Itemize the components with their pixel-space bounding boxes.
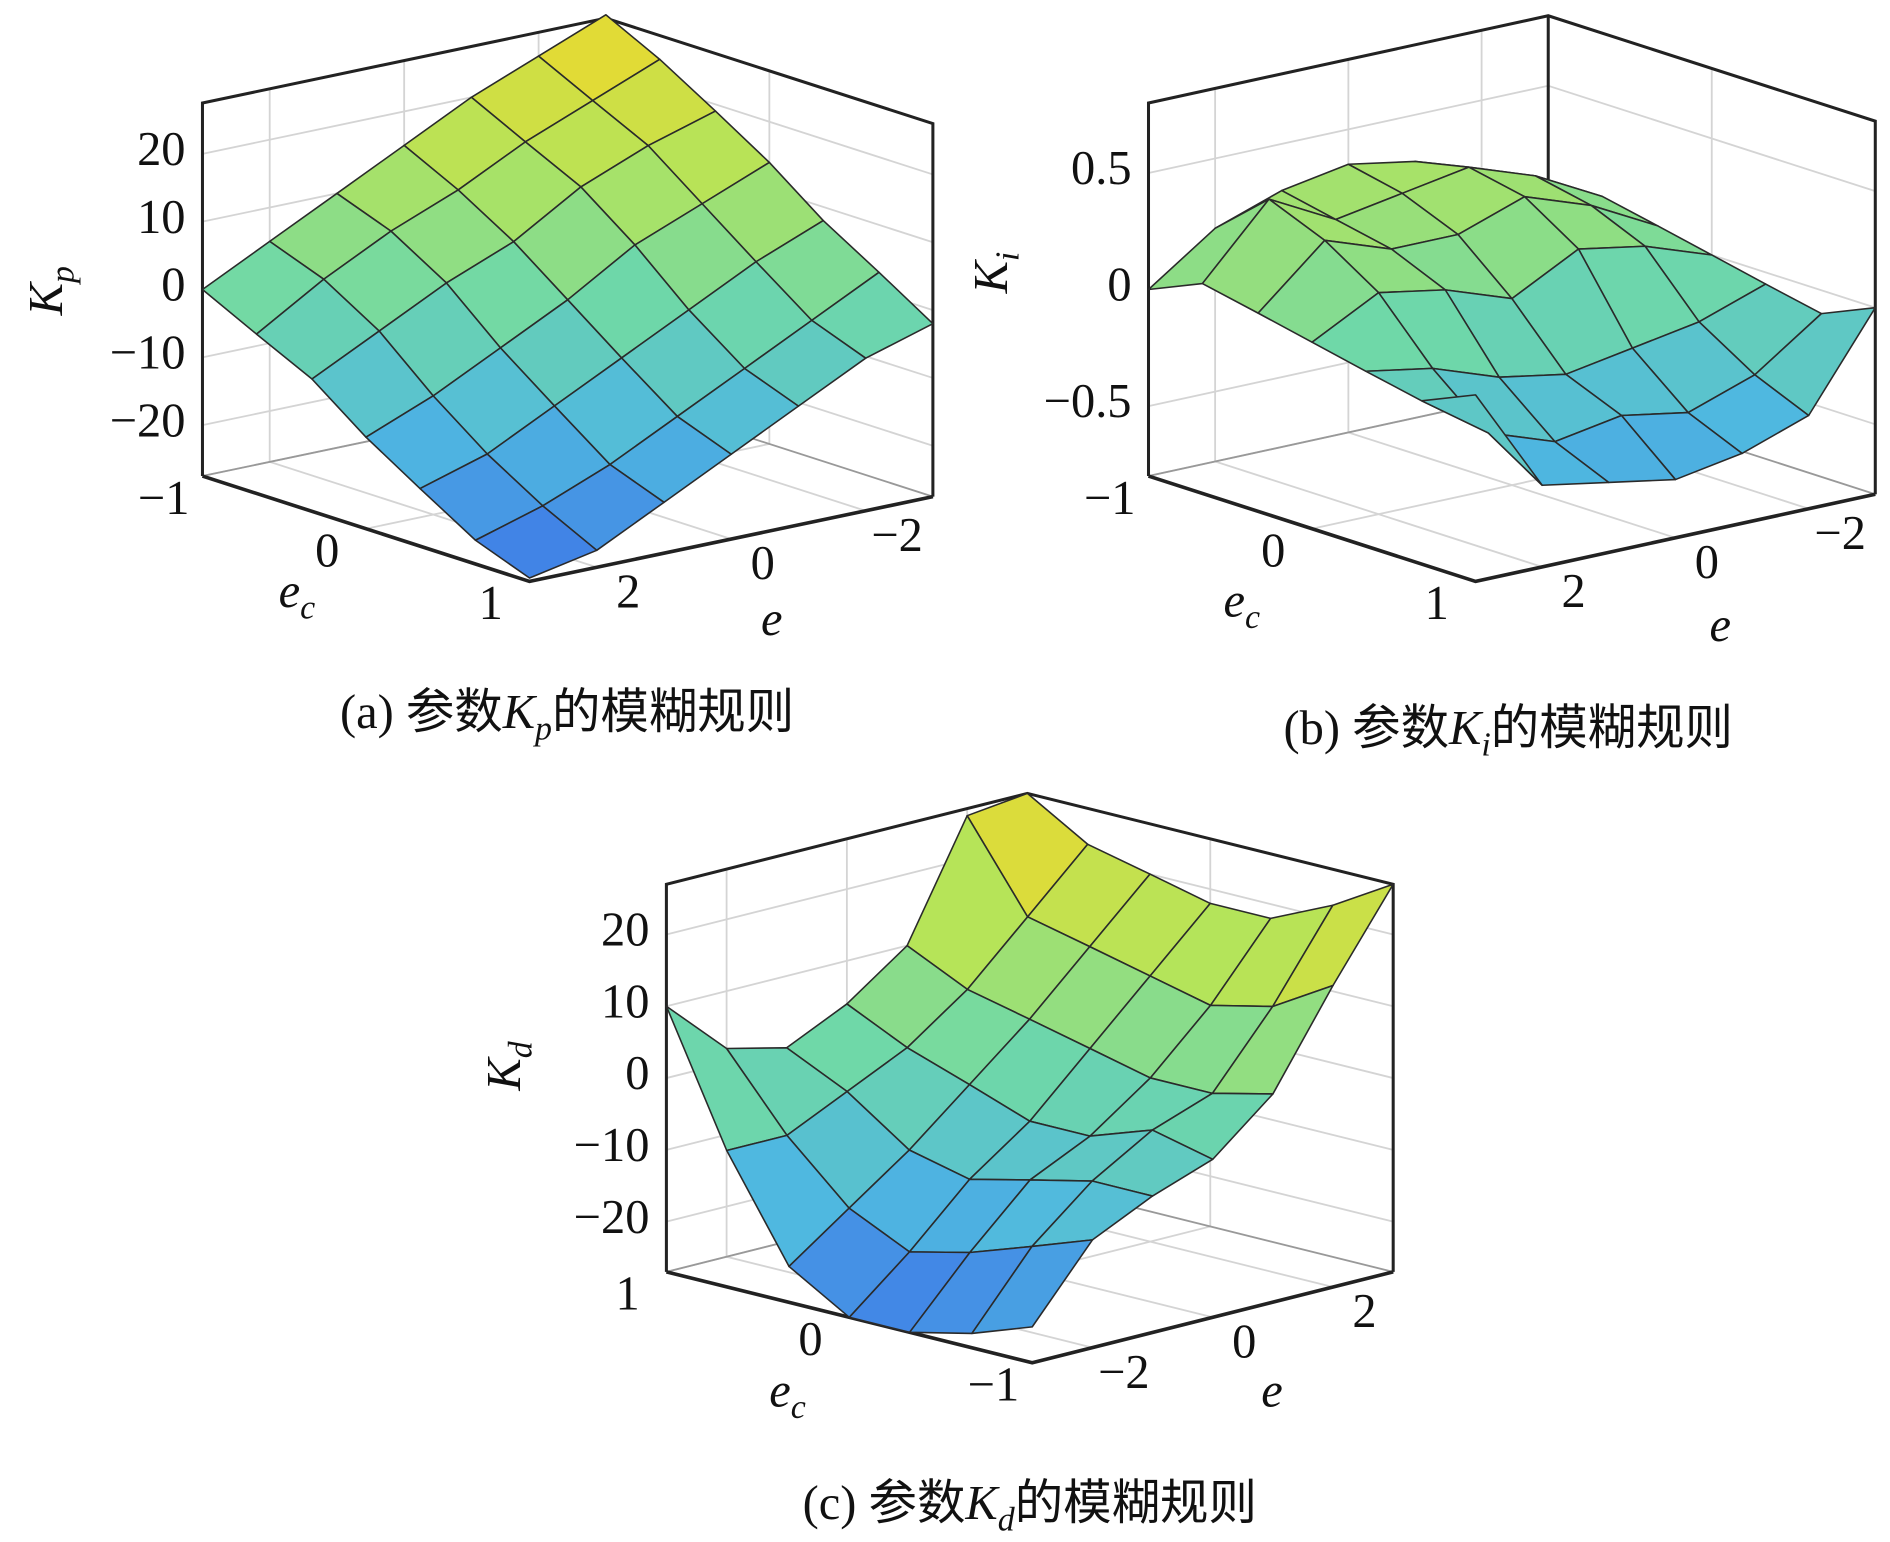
caption-symbol: K [502, 686, 538, 739]
x-axis-label: e [1261, 1365, 1283, 1418]
z-tick-label: 20 [137, 123, 185, 176]
x-tick-label: 2 [1352, 1285, 1376, 1338]
caption: (c) 参数Kd的模糊规则 [803, 1477, 1257, 1538]
x-tick-label: 2 [616, 565, 640, 618]
z-tick-label: 20 [601, 904, 649, 957]
x-tick-label: 0 [1695, 536, 1719, 589]
caption-text: (a) 参数 [340, 686, 503, 739]
z-axis-label: Kp [20, 266, 81, 316]
surface-patch [1420, 394, 1543, 487]
z-tick-label: 0 [625, 1047, 649, 1100]
y-axis-label-main: e [769, 1365, 790, 1418]
z-axis-label-main: K [478, 1056, 531, 1092]
surface-patch [474, 505, 598, 579]
z-axis-label: Kd [478, 1040, 539, 1091]
z-axis-label-sub: i [989, 252, 1026, 261]
y-axis-label-sub: c [791, 1389, 806, 1426]
y-axis-label: ec [279, 565, 316, 626]
z-tick-label: −0.5 [1044, 375, 1132, 428]
y-axis-label-main: e [279, 565, 301, 618]
y-tick-label: 0 [315, 525, 339, 578]
y-axis-label-sub: c [300, 589, 315, 626]
y-axis-label-sub: c [1245, 599, 1260, 636]
z-tick-label: 0 [1107, 259, 1131, 312]
z-tick-label: 0.5 [1071, 142, 1132, 195]
z-axis-label-main: K [20, 280, 73, 316]
z-tick-label: 0 [161, 259, 185, 312]
y-axis-label: ec [1223, 575, 1260, 636]
z-tick-label: 10 [601, 975, 649, 1028]
y-tick-label: −1 [1084, 472, 1136, 525]
y-tick-label: 1 [1425, 577, 1449, 630]
y-tick-label: −1 [138, 472, 190, 525]
z-axis-label-main: K [965, 258, 1018, 294]
z-axis-label-sub: p [44, 266, 81, 285]
caption-subscript: d [998, 1501, 1016, 1538]
surface-patch [971, 1239, 1094, 1335]
x-axis-label: e [761, 593, 782, 646]
y-tick-label: 0 [1261, 525, 1285, 578]
caption: (b) 参数Ki的模糊规则 [1284, 702, 1733, 763]
caption: (a) 参数Kp的模糊规则 [340, 686, 794, 747]
z-axis-label-sub: d [502, 1040, 539, 1058]
axis-box-front [201, 474, 934, 584]
y-tick-label: 1 [616, 1268, 640, 1321]
axis-box-front [665, 1270, 1394, 1365]
caption-text: (c) 参数 [803, 1477, 966, 1530]
x-tick-label: 2 [1562, 565, 1586, 618]
x-tick-label: −2 [1098, 1346, 1150, 1399]
z-tick-label: 10 [137, 191, 185, 244]
z-tick-label: −10 [574, 1119, 650, 1172]
x-axis-label: e [1709, 599, 1731, 652]
x-tick-label: −2 [871, 509, 923, 562]
y-tick-label: −1 [968, 1358, 1020, 1411]
caption-symbol: K [964, 1477, 1000, 1530]
x-tick-label: 0 [1232, 1315, 1256, 1368]
caption-subscript: i [1481, 726, 1490, 763]
caption-subscript: p [533, 710, 552, 747]
caption-text: 的模糊规则 [552, 686, 794, 739]
z-tick-label: −10 [110, 326, 186, 379]
y-tick-label: 0 [798, 1313, 822, 1366]
caption-symbol: K [1448, 702, 1484, 755]
x-tick-label: 0 [751, 537, 775, 590]
x-tick-label: −2 [1814, 507, 1866, 560]
y-axis-label-main: e [1223, 575, 1245, 628]
z-tick-label: −20 [574, 1191, 650, 1244]
z-axis-label: Ki [965, 252, 1026, 295]
caption-text: 的模糊规则 [1015, 1477, 1257, 1530]
axis-box-front [1147, 474, 1876, 584]
z-tick-label: −20 [110, 394, 186, 447]
y-axis-label: ec [769, 1365, 806, 1426]
caption-text: 的模糊规则 [1491, 702, 1733, 755]
y-tick-label: 1 [479, 577, 503, 630]
caption-text: (b) 参数 [1284, 702, 1449, 755]
